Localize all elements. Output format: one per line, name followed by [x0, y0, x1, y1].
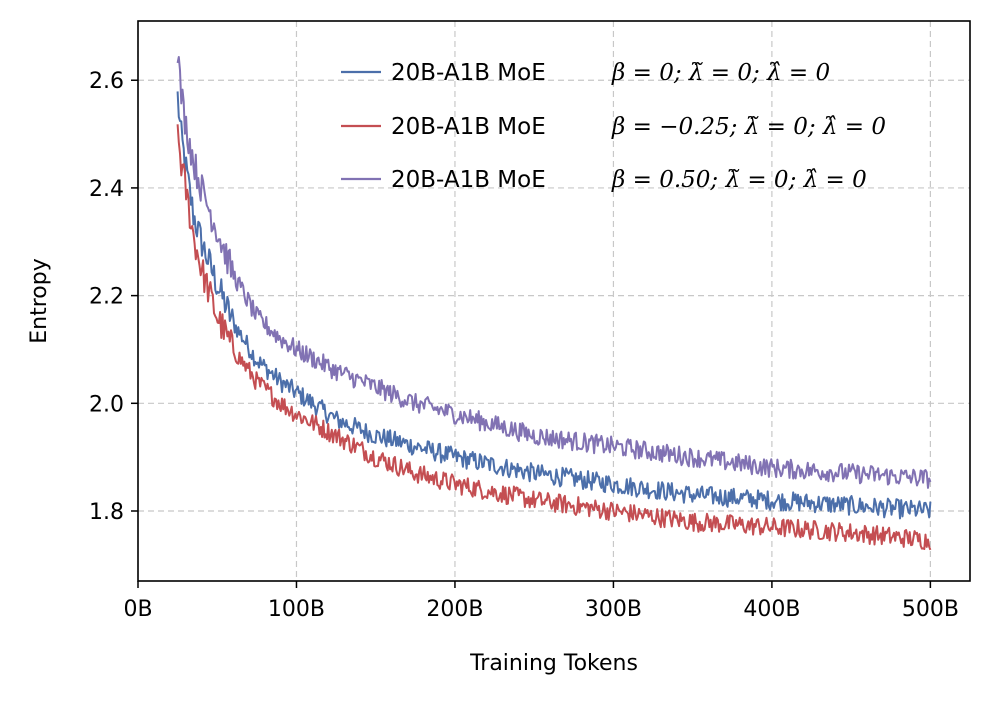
y-tick-label: 2.2 — [89, 285, 124, 310]
legend-math-2: β = 0.50; λ̃ = 0; λ̂ = 0 — [611, 167, 867, 193]
series-line-2 — [176, 56, 932, 489]
legend-math-0: β = 0; λ̃ = 0; λ̂ = 0 — [611, 60, 830, 86]
y-tick-label: 2.0 — [89, 392, 124, 417]
x-tick-label: 300B — [585, 597, 642, 622]
legend-label-2: 20B-A1B MoE — [391, 167, 546, 193]
x-tick-label: 200B — [426, 597, 483, 622]
x-axis: 0B 100B 200B 300B 400B 500B — [123, 581, 959, 622]
x-tick-label: 100B — [268, 597, 325, 622]
y-tick-label: 2.4 — [89, 177, 124, 202]
legend-label-0: 20B-A1B MoE — [391, 60, 546, 86]
series-line-1 — [176, 124, 932, 551]
x-tick-label: 500B — [902, 597, 959, 622]
series-line-0 — [176, 91, 932, 520]
series-group — [176, 56, 932, 551]
y-tick-label: 1.8 — [89, 500, 124, 525]
x-axis-title: Training Tokens — [469, 651, 638, 676]
y-tick-label: 2.6 — [89, 69, 124, 94]
legend-math-1: β = −0.25; λ̃ = 0; λ̂ = 0 — [611, 114, 886, 140]
x-tick-label: 0B — [123, 597, 152, 622]
legend-label-1: 20B-A1B MoE — [391, 114, 546, 140]
y-axis: 1.8 2.0 2.2 2.4 2.6 — [89, 69, 138, 525]
x-tick-label: 400B — [743, 597, 800, 622]
y-axis-title: Entropy — [27, 258, 52, 343]
plot-frame — [137, 20, 971, 582]
grid — [137, 21, 970, 581]
legend: 20B-A1B MoE β = 0; λ̃ = 0; λ̂ = 0 20B-A1B … — [341, 60, 886, 193]
